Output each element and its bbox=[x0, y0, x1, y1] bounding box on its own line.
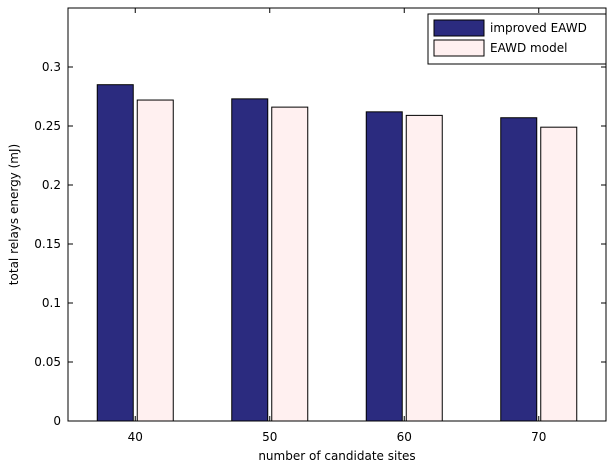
plot-frame bbox=[67, 7, 607, 422]
bars-layer bbox=[96, 84, 578, 422]
x-tick-label-50: 50 bbox=[262, 430, 277, 444]
ticks-layer: 40 50 60 70 0 0.05 0.1 0.15 0.2 0.25 0.3 bbox=[34, 8, 606, 444]
bar-eawd-model-50 bbox=[271, 106, 309, 422]
y-tick-label-5: 0.25 bbox=[34, 119, 61, 133]
y-tick-label-6: 0.3 bbox=[42, 60, 61, 74]
y-axis-label: total relays energy (mJ) bbox=[7, 144, 21, 285]
x-axis-label: number of candidate sites bbox=[258, 449, 415, 463]
y-tick-label-2: 0.1 bbox=[42, 296, 61, 310]
legend-swatch-eawd-model bbox=[433, 39, 485, 57]
bar-improved-eawd-70 bbox=[500, 117, 538, 422]
bar-improved-eawd-50 bbox=[231, 98, 269, 422]
legend-label-improved-eawd: improved EAWD bbox=[490, 21, 587, 35]
bar-improved-eawd-40 bbox=[96, 84, 134, 422]
y-tick-label-0: 0 bbox=[53, 414, 61, 428]
x-tick-label-40: 40 bbox=[128, 430, 143, 444]
x-tick-label-70: 70 bbox=[531, 430, 546, 444]
bar-improved-eawd-60 bbox=[365, 111, 403, 422]
y-tick-label-3: 0.15 bbox=[34, 237, 61, 251]
x-tick-label-60: 60 bbox=[397, 430, 412, 444]
legend-swatch-improved-eawd bbox=[433, 19, 485, 37]
bar-eawd-model-70 bbox=[540, 126, 578, 422]
legend-label-eawd-model: EAWD model bbox=[490, 41, 567, 55]
bar-eawd-model-60 bbox=[405, 114, 443, 422]
bar-eawd-model-40 bbox=[136, 99, 174, 422]
y-tick-label-4: 0.2 bbox=[42, 178, 61, 192]
y-tick-label-1: 0.05 bbox=[34, 355, 61, 369]
legend: improved EAWD EAWD model bbox=[427, 13, 607, 65]
